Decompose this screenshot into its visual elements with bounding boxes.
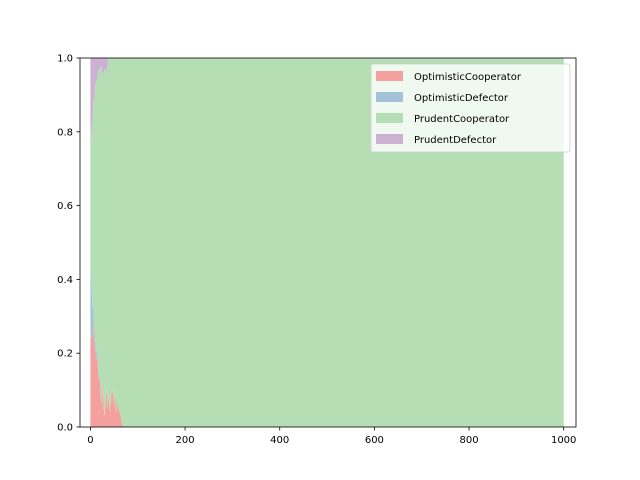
legend-swatch-optimistic-defector [376,92,403,102]
y-tick-label: 1.0 [57,54,73,65]
legend-label-prudent-cooperator: PrudentCooperator [414,114,510,125]
y-tick-label: 0.8 [57,127,73,138]
x-tick-label: 1000 [551,435,576,446]
legend-swatch-prudent-defector [376,134,403,144]
legend-box [370,63,571,153]
x-tick-label: 800 [459,435,478,446]
legend-swatch-optimistic-cooperator [376,71,403,81]
x-tick-label: 400 [270,435,289,446]
legend-label-optimistic-cooperator: OptimisticCooperator [414,72,522,83]
x-tick-label: 200 [176,435,195,446]
legend-swatch-prudent-cooperator [376,113,403,123]
legend: OptimisticCooperator OptimisticDefector Pr… [370,63,571,153]
legend-label-optimistic-defector: OptimisticDefector [414,93,509,104]
x-tick-label: 600 [365,435,384,446]
x-tick-label: 0 [87,435,93,446]
y-tick-label: 0.4 [57,275,73,286]
y-tick-label: 0.0 [57,423,73,434]
plot-frame [79,57,577,428]
axes: 0 200 400 600 800 1000 0.0 0.2 0.4 0.6 0.8 1.0 [57,54,576,447]
y-tick-label: 0.6 [57,201,73,212]
legend-label-prudent-defector: PrudentDefector [414,135,497,146]
y-tick-label: 0.2 [57,349,73,360]
